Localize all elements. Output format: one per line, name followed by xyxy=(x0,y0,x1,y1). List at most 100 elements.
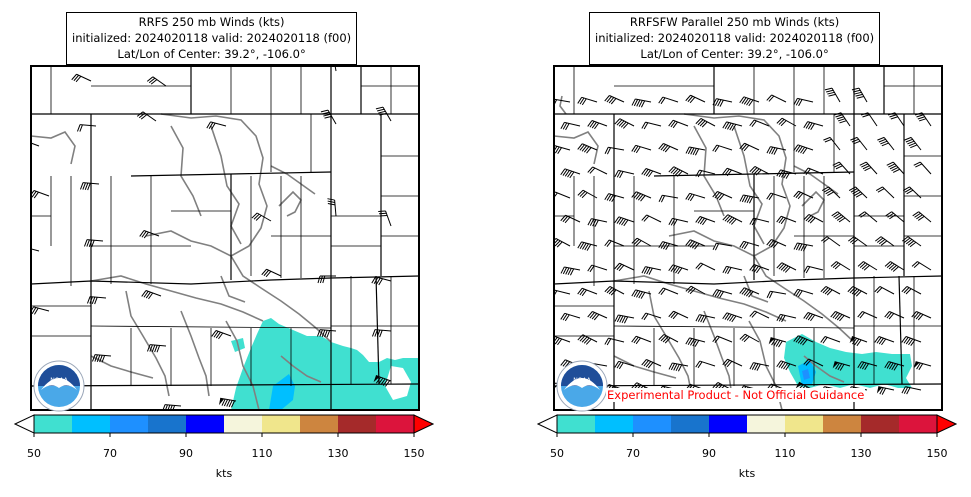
right-wind-barb-67 xyxy=(902,186,922,199)
right-wind-barb-127 xyxy=(641,312,662,321)
right-wind-barb-59 xyxy=(685,192,706,202)
right-wind-barb-80 xyxy=(885,211,905,223)
left-wind-barb-25 xyxy=(316,329,337,338)
right-wind-barb-74 xyxy=(722,214,743,225)
right-wind-barb-133 xyxy=(803,312,824,322)
right-wind-barb-49 xyxy=(803,167,824,175)
right-wind-barb-31 xyxy=(685,146,706,156)
left-noaa-logo: NOAA xyxy=(33,360,85,412)
colorbar-1-over-arrow xyxy=(936,414,957,434)
colorbar-0-bin-90 xyxy=(186,415,225,433)
right-wind-barb-104 xyxy=(776,262,797,273)
colorbar-0-outline xyxy=(33,414,415,434)
right-wind-barb-111 xyxy=(577,287,598,297)
right-wind-barb-122 xyxy=(874,286,895,295)
right-tick-130: 130 xyxy=(850,447,872,460)
right-wind-barb-22 xyxy=(833,112,851,127)
right-wind-barb-140 xyxy=(604,337,625,346)
right-wind-barb-139 xyxy=(577,334,598,345)
right-wind-barb-138 xyxy=(554,336,571,346)
left-tick-110: 110 xyxy=(251,447,273,460)
right-map xyxy=(553,65,943,411)
left-colorbar xyxy=(14,414,434,437)
right-wind-barb-83 xyxy=(577,241,598,251)
left-title-box: RRFS 250 mb Winds (kts) initialized: 202… xyxy=(66,12,358,65)
right-wind-barb-162 xyxy=(832,361,851,371)
right-wind-barb-42 xyxy=(614,169,635,179)
left-colorbar-label: kts xyxy=(215,467,233,480)
right-wind-barb-147 xyxy=(793,335,814,346)
right-wind-barb-53 xyxy=(913,161,932,175)
right-wind-barb-21 xyxy=(803,121,824,131)
left-wind-barb-14 xyxy=(378,210,392,227)
colorbar-1-bin-70 xyxy=(633,415,672,433)
right-wind-barb-141 xyxy=(631,335,652,345)
left-wind-barb-8 xyxy=(31,140,40,147)
right-wind-barb-35 xyxy=(793,144,814,155)
right-wind-barb-158 xyxy=(722,358,743,368)
right-wind-barb-112 xyxy=(604,286,625,296)
right-tick-50: 50 xyxy=(550,447,564,460)
left-wind-barb-26 xyxy=(371,329,392,338)
colorbar-0-over-arrow xyxy=(413,414,434,434)
colorbar-1-bin-130 xyxy=(861,415,900,433)
right-wind-barb-24 xyxy=(887,112,905,127)
colorbar-1-outline xyxy=(556,414,938,434)
right-wind-barb-148 xyxy=(820,336,841,344)
right-wind-barb-73 xyxy=(695,216,716,226)
right-wind-barb-131 xyxy=(749,310,770,319)
left-title-line-1: RRFS 250 mb Winds (kts) xyxy=(138,15,285,29)
colorbar-0-bin-50 xyxy=(34,415,73,433)
right-title-line-3: Lat/Lon of Center: 39.2°, -106.0° xyxy=(640,47,829,61)
right-wind-barb-118 xyxy=(766,290,787,299)
right-wind-barb-123 xyxy=(901,286,922,295)
right-wind-barb-34 xyxy=(766,146,787,155)
colorbar-0-bin-100 xyxy=(224,415,263,433)
right-wind-barb-163 xyxy=(857,361,878,371)
colorbar-0-bin-140 xyxy=(376,415,415,433)
left-county-lines xyxy=(31,66,419,386)
right-wind-barb-96 xyxy=(560,266,581,276)
left-wind-barb-20 xyxy=(371,276,392,286)
right-wind-barb-114 xyxy=(658,287,679,295)
left-tick-70: 70 xyxy=(103,447,117,460)
left-wind-barbs xyxy=(31,66,392,410)
right-wind-barb-115 xyxy=(685,285,706,295)
right-wind-barb-39 xyxy=(904,136,922,151)
right-county-lines xyxy=(554,66,942,386)
right-logo-text: NOAA xyxy=(573,377,591,384)
left-logo-text: NOAA xyxy=(50,377,68,384)
left-wind-barb-29 xyxy=(219,397,237,408)
right-wind-barb-84 xyxy=(604,239,625,247)
right-wind-barb-86 xyxy=(658,241,679,251)
right-wind-barb-121 xyxy=(847,286,868,297)
right-wind-barb-29 xyxy=(631,144,652,154)
right-wind-barb-97 xyxy=(587,264,608,273)
left-wind-barb-23 xyxy=(146,344,167,353)
left-wind-barb-15 xyxy=(83,239,104,248)
colorbar-0-bin-70 xyxy=(110,415,149,433)
right-wind-barb-88 xyxy=(712,242,733,251)
right-wind-barb-178 xyxy=(876,386,895,395)
right-wind-barb-4 xyxy=(658,96,679,105)
right-wind-barb-52 xyxy=(886,161,905,175)
right-wind-barb-117 xyxy=(739,287,760,298)
right-wind-barb-5 xyxy=(685,94,706,104)
right-wind-barb-6 xyxy=(712,98,733,107)
right-tick-70: 70 xyxy=(626,447,640,460)
right-wind-barb-100 xyxy=(668,264,689,275)
right-wind-barb-126 xyxy=(614,314,635,324)
colorbar-1-bin-120 xyxy=(823,415,862,433)
right-panel: RRFSFW Parallel 250 mb Winds (kts) initi… xyxy=(486,0,971,497)
right-wind-barb-145 xyxy=(739,333,760,343)
right-wind-barb-102 xyxy=(722,265,743,275)
right-wind-barb-8 xyxy=(766,94,787,103)
right-map-svg xyxy=(554,66,942,410)
right-wind-barb-116 xyxy=(712,289,733,299)
right-wind-barb-120 xyxy=(820,286,841,296)
right-wind-barb-66 xyxy=(875,186,895,199)
right-wind-barb-155 xyxy=(641,359,662,369)
right-wind-barb-125 xyxy=(587,311,608,321)
right-wind-barb-82 xyxy=(554,238,571,248)
left-title-line-2: initialized: 2024020118 valid: 202402011… xyxy=(72,31,352,45)
